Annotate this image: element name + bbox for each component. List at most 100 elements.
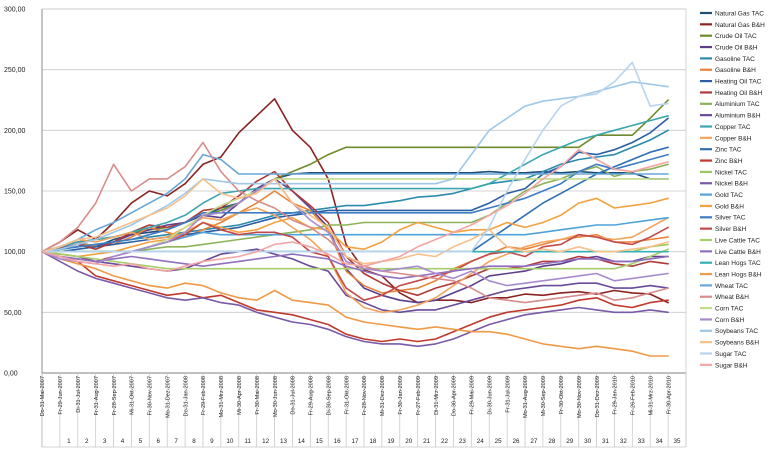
legend-label: Heating Oil B&H — [715, 90, 763, 97]
x-category-number: 20 — [405, 438, 413, 445]
series-line — [41, 153, 669, 253]
x-category-number: 11 — [244, 438, 251, 445]
legend-label: Nickel TAC — [715, 169, 747, 176]
x-date-label: Do-31-Jan-2008 — [183, 376, 189, 416]
legend-label: Crude Oil B&H — [715, 44, 758, 51]
y-tick-label: 50,00 — [4, 310, 22, 317]
legend-label: Aluminium TAC — [715, 101, 760, 108]
x-category-number: 6 — [157, 438, 161, 445]
x-date-label: Mo-31-Dez-2007 — [165, 376, 171, 418]
x-date-label: Di-31-Mrz-2009 — [434, 376, 440, 415]
series-line — [41, 250, 669, 348]
series-line — [41, 148, 669, 272]
x-date-label: Do-30-Apr-2009 — [452, 376, 458, 416]
x-date-label: Fr-31-Aug-2007 — [94, 376, 100, 416]
series-line — [41, 115, 669, 253]
legend-label: Corn B&H — [715, 317, 745, 324]
x-category-number: 31 — [602, 438, 610, 445]
x-date-label: Di-30-Jun-2009 — [487, 376, 493, 415]
legend-label: Corn TAC — [715, 306, 744, 313]
x-category-number: 8 — [192, 438, 196, 445]
legend-label: Wheat TAC — [715, 283, 748, 290]
x-date-label: Mo-30-Jun-2008 — [273, 376, 279, 417]
legend-label: Wheat B&H — [715, 294, 749, 301]
x-date-label: Fr-26-Feb-2010 — [631, 376, 637, 415]
legend-label: Gold TAC — [715, 192, 743, 199]
legend-label: Soybeans B&H — [715, 340, 759, 347]
x-date-label: Fr-27-Feb-2009 — [416, 376, 422, 415]
x-category-number: 2 — [85, 438, 89, 445]
x-category-number: 26 — [513, 438, 521, 445]
series-line — [41, 61, 669, 253]
legend-label: Live Cattle TAC — [715, 237, 760, 244]
legend-label: Natural Gas TAC — [715, 10, 764, 17]
x-date-label: Mi-30-Sep-2009 — [541, 376, 547, 416]
legend: Natural Gas TAC Natural Gas B&H Crude Oil … — [700, 10, 765, 369]
x-category-number: 4 — [121, 438, 125, 445]
y-tick-label: 300,00 — [4, 7, 26, 14]
y-tick-label: 250,00 — [4, 67, 26, 74]
legend-label: Zinc B&H — [715, 158, 743, 165]
y-tick-label: 200,00 — [4, 128, 26, 135]
legend-label: Aluminium B&H — [715, 113, 761, 120]
x-date-label: Fr-30-Mai-2008 — [255, 376, 261, 415]
series-line — [41, 141, 669, 304]
legend-label: Gold B&H — [715, 203, 744, 210]
x-date-label: Fr-30-Jan-2009 — [398, 376, 404, 415]
legend-label: Copper B&H — [715, 135, 752, 142]
y-tick-label: 0,00 — [4, 371, 18, 378]
legend-label: Sugar B&H — [715, 362, 748, 369]
x-category-number: 5 — [139, 438, 143, 445]
y-axis-tick-labels: 0,00 50,00 100,00 150,00 200,00 250,00 300,00 — [4, 7, 26, 378]
series-line — [41, 98, 669, 304]
series-line — [41, 250, 669, 280]
legend-label: Gasoline TAC — [715, 56, 755, 63]
x-category-number: 16 — [334, 438, 342, 445]
x-category-number: 9 — [210, 438, 214, 445]
x-category-number: 24 — [477, 438, 485, 445]
x-date-label: Mi-31-Dez-2008 — [380, 376, 386, 416]
x-date-label: Di-30-Sep-2008 — [326, 376, 332, 416]
x-date-label: Fr-30-Okt-2009 — [559, 376, 565, 414]
x-date-label: Mo-31-Mrz-2008 — [219, 376, 225, 417]
x-category-number: 17 — [352, 438, 360, 445]
x-category-number: 14 — [298, 438, 306, 445]
x-date-label: Fr-31-Jul-2009 — [505, 376, 511, 413]
series-line — [41, 81, 669, 253]
x-category-number: 13 — [280, 438, 288, 445]
x-category-number: 3 — [103, 438, 107, 445]
x-category-number: 25 — [495, 438, 503, 445]
series-line — [41, 178, 669, 265]
series-line — [41, 207, 669, 314]
x-date-label: Fr-28-Nov-2008 — [362, 376, 368, 415]
x-category-number: 7 — [174, 438, 178, 445]
series-line — [41, 250, 669, 357]
series-line — [41, 250, 669, 343]
series-lines — [41, 61, 669, 357]
x-date-label: Mo-31-Aug-2009 — [523, 376, 529, 418]
x-date-label: Do-31-Mai-2007 — [40, 376, 46, 416]
legend-label: Natural Gas B&H — [715, 22, 765, 29]
x-category-number: 35 — [674, 438, 682, 445]
x-date-label: Fr-30-Nov-2007 — [148, 376, 154, 415]
x-category-number: 18 — [369, 438, 377, 445]
x-date-label: Fr-29-Feb-2008 — [201, 376, 207, 415]
x-date-label: Fr-31-Okt-2008 — [344, 376, 350, 414]
x-date-label: Mi-31-Mrz-2010 — [648, 376, 654, 415]
x-date-label: Fr-29-Mai-2009 — [470, 376, 476, 415]
x-category-number: 22 — [441, 438, 449, 445]
series-line — [41, 153, 669, 253]
legend-label: Gasoline B&H — [715, 67, 756, 74]
x-category-number: 33 — [638, 438, 646, 445]
legend-label: Crude Oil TAC — [715, 33, 757, 40]
x-category-number: 29 — [566, 438, 574, 445]
x-axis-tick-labels: Do-31-Mai-2007 Fr-29-Jun-2007 Di-31-Jul-20… — [40, 376, 681, 445]
x-category-number: 19 — [387, 438, 395, 445]
x-date-label: Do-31-Jul-2008 — [291, 376, 297, 415]
x-date-label: Mi-31-Okt-2007 — [130, 376, 136, 415]
legend-label: Silver B&H — [715, 226, 747, 233]
x-category-number: 10 — [226, 438, 234, 445]
series-line — [41, 197, 669, 258]
legend-label: Lean Hogs TAC — [715, 260, 761, 267]
